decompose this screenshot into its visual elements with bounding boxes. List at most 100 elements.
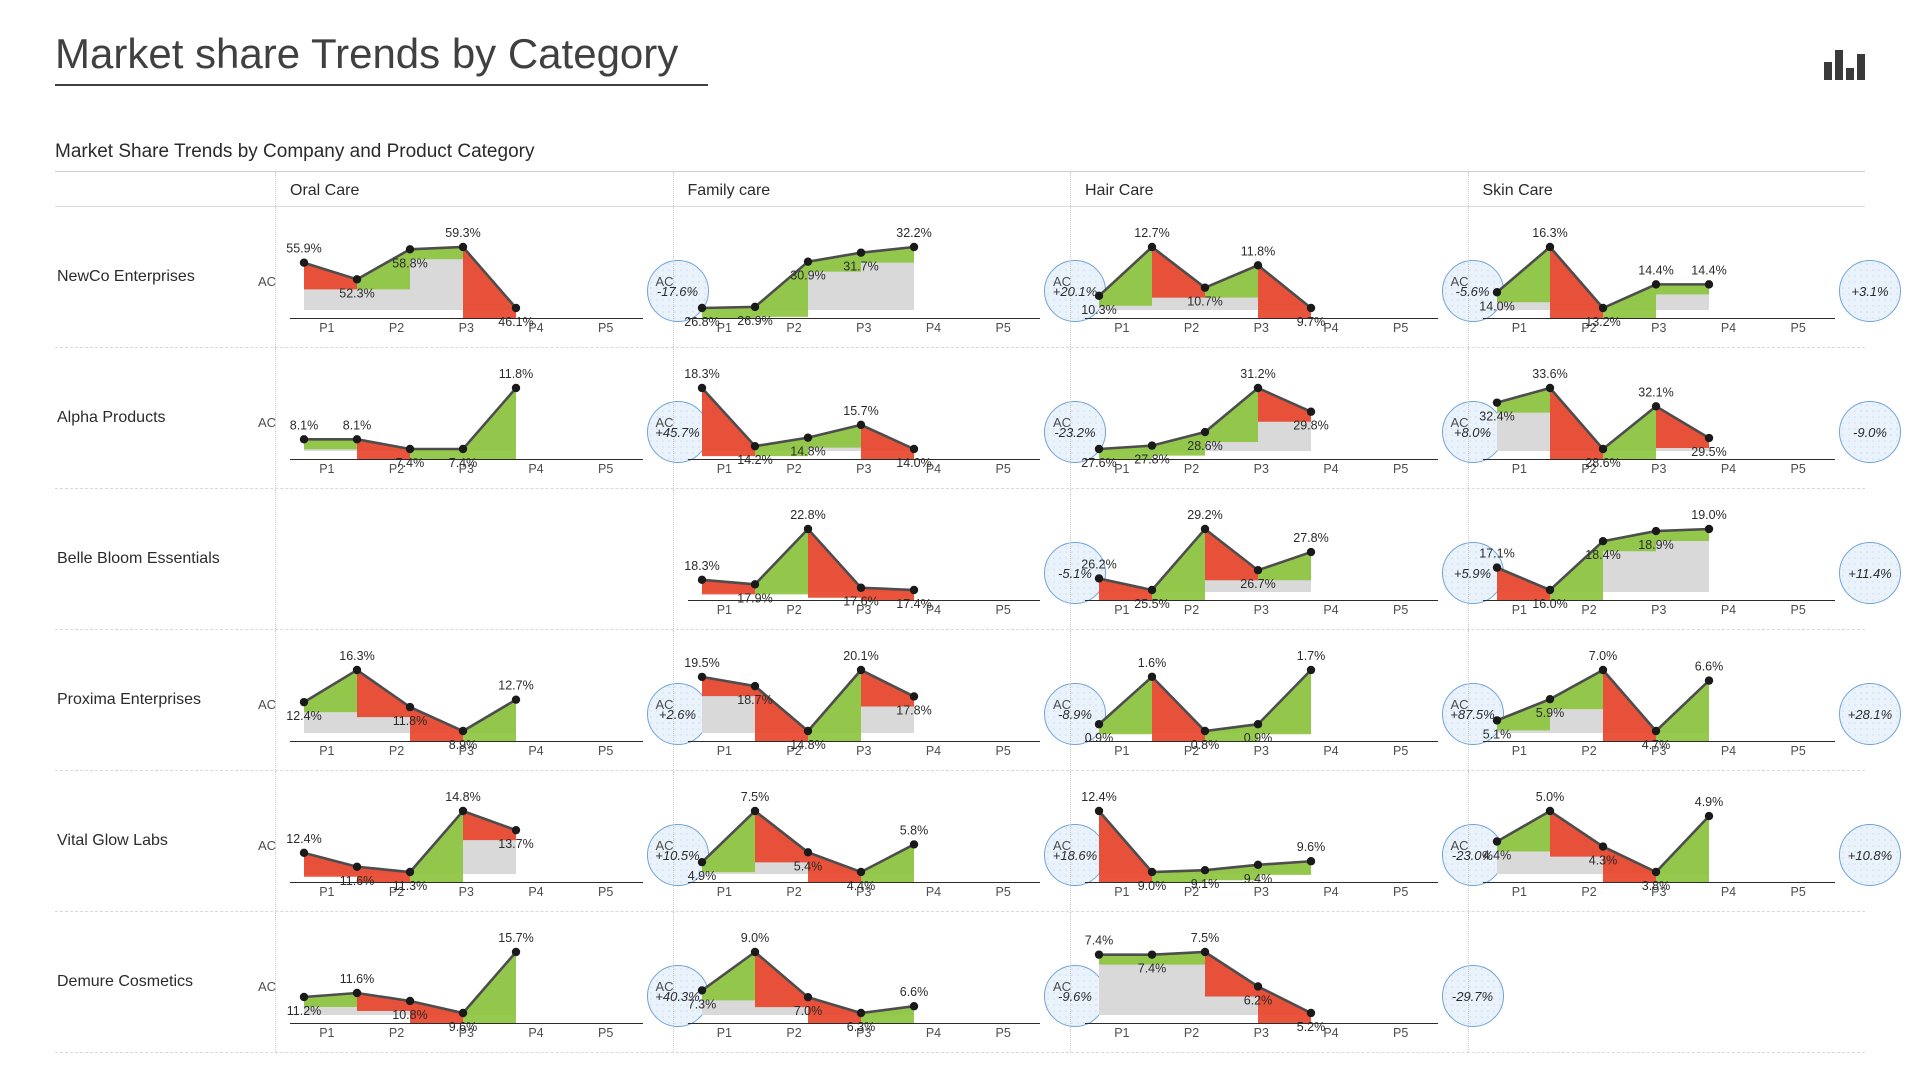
company-name-4: Vital Glow Labs [55, 771, 275, 911]
company-row-5: Demure Cosmetics AC 11.2% 11.6% 10.8% 9.6% 15.… [55, 912, 1865, 1053]
delta-bubble-3-3[interactable]: +28.1% [1839, 683, 1901, 745]
xaxis-tick-3-0-1: P2 [362, 744, 432, 758]
company-name-5: Demure Cosmetics [55, 912, 275, 1052]
svg-text:6.6%: 6.6% [899, 985, 928, 999]
svg-text:12.7%: 12.7% [1134, 226, 1169, 240]
line-chart-5-2[interactable]: 7.4% 7.4% 7.5% 6.2% 5.2% [1085, 926, 1438, 1021]
xaxis-tick-0-3-2: P3 [1624, 321, 1694, 335]
brand-logo-icon [1824, 50, 1865, 80]
svg-text:27.8%: 27.8% [1134, 453, 1169, 467]
svg-text:10.8%: 10.8% [392, 1008, 427, 1022]
svg-text:15.7%: 15.7% [498, 931, 533, 945]
line-chart-3-2[interactable]: 0.9% 1.6% 0.8% 0.9% 1.7% [1085, 644, 1438, 739]
xaxis-tick-1-0-3: P4 [501, 462, 571, 476]
svg-text:17.9%: 17.9% [737, 591, 772, 605]
svg-text:28.6%: 28.6% [1187, 439, 1222, 453]
line-chart-4-3[interactable]: 4.4% 5.0% 4.3% 3.8% 4.9% [1483, 785, 1836, 880]
xaxis-tick-0-3-0: P1 [1485, 321, 1555, 335]
line-chart-2-1[interactable]: 18.3% 17.9% 22.8% 17.6% 17.4% [688, 503, 1041, 598]
svg-text:20.1%: 20.1% [843, 649, 878, 663]
company-row-0: NewCo Enterprises AC 55.9% 52.3% 58.8% 59.3% 4… [55, 207, 1865, 348]
metric-cell-2-0 [275, 489, 673, 629]
metric-cell-1-2: AC 27.6% 27.8% 28.6% 31.2% 29.8% P1 P2 P3 P4 P5 +8.… [1070, 348, 1468, 488]
line-chart-1-0[interactable]: 8.1% 8.1% 7.4% 7.4% 11.8% [290, 362, 643, 457]
metric-cell-2-1: 18.3% 17.9% 22.8% 17.6% 17.4% P1 P2 P3 P4 P5 -5.1% [673, 489, 1071, 629]
svg-text:26.9%: 26.9% [737, 314, 772, 328]
svg-text:12.4%: 12.4% [286, 709, 321, 723]
line-chart-4-1[interactable]: 4.9% 7.5% 5.4% 4.4% 5.8% [688, 785, 1041, 880]
xaxis-tick-5-1-3: P4 [899, 1026, 969, 1040]
svg-text:26.8%: 26.8% [684, 315, 719, 329]
svg-text:8.1%: 8.1% [343, 418, 372, 432]
xaxis-tick-1-3-0: P1 [1485, 462, 1555, 476]
svg-text:4.4%: 4.4% [846, 879, 875, 893]
delta-bubble-2-3[interactable]: +11.4% [1839, 542, 1901, 604]
line-chart-3-1[interactable]: 19.5% 18.7% 14.8% 20.1% 17.8% [688, 644, 1041, 739]
svg-text:32.1%: 32.1% [1638, 385, 1673, 399]
svg-text:27.6%: 27.6% [1081, 456, 1116, 470]
xaxis-tick-0-3-4: P5 [1763, 321, 1833, 335]
xaxis-tick-0-1-3: P4 [899, 321, 969, 335]
metric-cell-5-3 [1468, 912, 1866, 1052]
svg-text:32.4%: 32.4% [1479, 410, 1514, 424]
line-chart-2-3[interactable]: 17.1% 16.0% 18.4% 18.9% 19.0% [1483, 503, 1836, 598]
svg-text:52.3%: 52.3% [339, 286, 374, 300]
xaxis-tick-3-2-0: P1 [1087, 744, 1157, 758]
line-chart-1-1[interactable]: 18.3% 14.2% 14.8% 15.7% 14.0% [688, 362, 1041, 457]
xaxis-tick-3-1-2: P3 [829, 744, 899, 758]
line-chart-5-1[interactable]: 7.3% 9.0% 7.0% 6.3% 6.6% [688, 926, 1041, 1021]
svg-text:19.5%: 19.5% [684, 656, 719, 670]
svg-text:7.0%: 7.0% [1588, 649, 1617, 663]
svg-text:17.1%: 17.1% [1479, 547, 1514, 561]
line-chart-0-1[interactable]: 26.8% 26.9% 30.9% 31.7% 32.2% [688, 221, 1041, 316]
line-chart-4-2[interactable]: 12.4% 9.0% 9.1% 9.4% 9.6% [1085, 785, 1438, 880]
line-chart-1-3[interactable]: 32.4% 33.6% 28.6% 32.1% 29.5% [1483, 362, 1836, 457]
category-header-2: Hair Care [1070, 172, 1468, 206]
xaxis-tick-5-1-1: P2 [759, 1026, 829, 1040]
metric-cell-3-2: AC 0.9% 1.6% 0.8% 0.9% 1.7% P1 P2 P3 P4 P5 +87.5% [1070, 630, 1468, 770]
xaxis-tick-0-2-4: P5 [1366, 321, 1436, 335]
svg-text:7.0%: 7.0% [793, 1004, 822, 1018]
line-chart-4-0[interactable]: 12.4% 11.6% 11.3% 14.8% 13.7% [290, 785, 643, 880]
svg-text:10.3%: 10.3% [1081, 303, 1116, 317]
trends-grid: Oral Care Family care Hair Care Skin Car… [55, 171, 1865, 1053]
metric-cell-3-0: AC 12.4% 16.3% 11.8% 8.9% 12.7% P1 P2 P3 P4 P5 +2.6… [275, 630, 673, 770]
svg-text:6.6%: 6.6% [1694, 660, 1723, 674]
delta-bubble-1-3[interactable]: -9.0% [1839, 401, 1901, 463]
line-chart-2-2[interactable]: 26.2% 25.5% 29.2% 26.7% 27.8% [1085, 503, 1438, 598]
metric-cell-0-0: AC 55.9% 52.3% 58.8% 59.3% 46.1% P1 P2 P3 P4 P5 -17… [275, 207, 673, 347]
svg-text:7.4%: 7.4% [396, 456, 425, 470]
delta-bubble-4-3[interactable]: +10.8% [1839, 824, 1901, 886]
svg-text:7.5%: 7.5% [740, 790, 769, 804]
metric-cell-1-0: AC 8.1% 8.1% 7.4% 7.4% 11.8% P1 P2 P3 P4 P5 +45.7% [275, 348, 673, 488]
line-chart-1-2[interactable]: 27.6% 27.8% 28.6% 31.2% 29.8% [1085, 362, 1438, 457]
svg-text:14.8%: 14.8% [790, 738, 825, 752]
line-chart-3-0[interactable]: 12.4% 16.3% 11.8% 8.9% 12.7% [290, 644, 643, 739]
line-chart-5-0[interactable]: 11.2% 11.6% 10.8% 9.6% 15.7% [290, 926, 643, 1021]
line-chart-0-3[interactable]: 14.0% 16.3% 13.2% 14.4% 14.4% [1483, 221, 1836, 316]
ac-label-1-0: AC [258, 415, 276, 430]
svg-text:13.2%: 13.2% [1585, 315, 1620, 329]
svg-text:32.2%: 32.2% [896, 226, 931, 240]
svg-text:25.5%: 25.5% [1134, 597, 1169, 611]
svg-text:29.2%: 29.2% [1187, 508, 1222, 522]
line-chart-0-0[interactable]: 55.9% 52.3% 58.8% 59.3% 46.1% [290, 221, 643, 316]
line-chart-3-3[interactable]: 5.1% 5.9% 7.0% 4.7% 6.6% [1483, 644, 1836, 739]
header-row: Market share Trends by Category [55, 30, 1865, 86]
delta-bubble-0-3[interactable]: +3.1% [1839, 260, 1901, 322]
xaxis-tick-1-1-4: P5 [968, 462, 1038, 476]
svg-text:14.0%: 14.0% [1479, 299, 1514, 313]
xaxis-tick-4-1-4: P5 [968, 885, 1038, 899]
svg-text:18.3%: 18.3% [684, 559, 719, 573]
company-name-3: Proxima Enterprises [55, 630, 275, 770]
xaxis-tick-0-0-0: P1 [292, 321, 362, 335]
xaxis-labels-1-3: P1 P2 P3 P4 P5 [1483, 459, 1836, 476]
metric-cell-2-2: 26.2% 25.5% 29.2% 26.7% 27.8% P1 P2 P3 P4 P5 +5.9% [1070, 489, 1468, 629]
svg-text:18.9%: 18.9% [1638, 538, 1673, 552]
xaxis-tick-3-3-1: P2 [1554, 744, 1624, 758]
xaxis-tick-4-1-3: P4 [899, 885, 969, 899]
svg-text:11.3%: 11.3% [393, 879, 428, 893]
xaxis-tick-0-2-2: P3 [1226, 321, 1296, 335]
line-chart-0-2[interactable]: 10.3% 12.7% 10.7% 11.8% 9.7% [1085, 221, 1438, 316]
xaxis-tick-3-1-4: P5 [968, 744, 1038, 758]
